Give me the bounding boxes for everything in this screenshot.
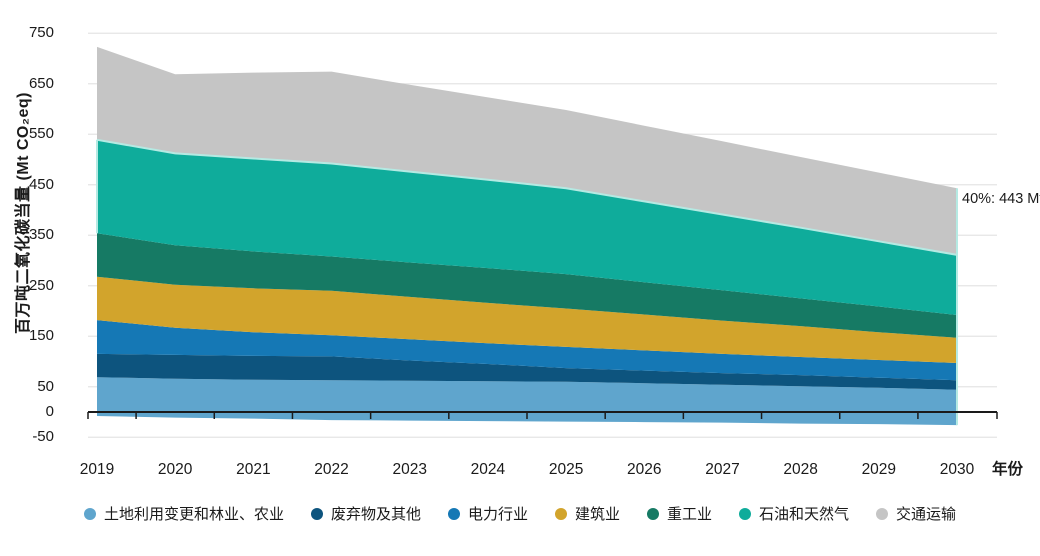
legend-swatch-icon xyxy=(83,507,96,520)
x-year-label: 2029 xyxy=(861,461,897,478)
legend-item-6: 石油和天然气 xyxy=(739,503,849,524)
y-tick-label: 650 xyxy=(28,74,54,92)
y-tick-label: 250 xyxy=(28,276,54,294)
area-2-series xyxy=(97,353,957,390)
legend-item-3: 电力行业 xyxy=(447,503,528,524)
legend-item-5: 重工业 xyxy=(647,503,712,524)
y-tick-label: -50 xyxy=(32,428,54,446)
x-year-label: 2023 xyxy=(392,461,427,478)
y-tick-label: 450 xyxy=(28,175,54,193)
x-year-label: 2025 xyxy=(548,461,584,478)
target-annotation: 40%: 443 Mt xyxy=(962,191,1040,207)
x-year-label: 2028 xyxy=(783,461,818,478)
x-axis-title: 年份 xyxy=(992,461,1024,478)
x-year-label: 2027 xyxy=(705,461,740,478)
x-year-label: 2020 xyxy=(157,461,193,478)
legend-item-2: 废弃物及其他 xyxy=(310,503,421,524)
area-4-series xyxy=(97,276,957,363)
legend-swatch-icon xyxy=(447,507,460,520)
legend-swatch-icon xyxy=(310,507,323,520)
legend-label: 建筑业 xyxy=(574,506,620,523)
legend-label: 石油和天然气 xyxy=(759,506,850,523)
x-year-label: 2026 xyxy=(627,461,662,478)
legend-label: 电力行业 xyxy=(467,506,528,523)
x-year-label: 2019 xyxy=(79,461,115,478)
x-year-label: 2024 xyxy=(470,461,506,478)
y-tick-label: 350 xyxy=(28,226,54,244)
legend-swatch-icon xyxy=(554,507,567,520)
x-year-label: 2022 xyxy=(314,461,349,478)
area-6-series xyxy=(97,139,957,315)
legend-swatch-icon xyxy=(739,507,752,520)
x-year-label: 2021 xyxy=(236,461,271,478)
legend-item-1: 土地利用变更和林业、农业 xyxy=(83,503,284,524)
y-tick-label: 550 xyxy=(28,125,54,143)
x-year-label: 2030 xyxy=(939,461,975,478)
legend-label: 废弃物及其他 xyxy=(330,506,421,523)
area-5-series xyxy=(97,233,957,338)
legend: 土地利用变更和林业、农业 废弃物及其他 电力行业 建筑业 重工业 石油和天然气 交通运输 xyxy=(0,503,1040,524)
highlight-oil-top-edge xyxy=(96,138,958,256)
area-7-series xyxy=(97,46,957,255)
y-tick-label: 750 xyxy=(28,24,54,42)
legend-item-4: 建筑业 xyxy=(554,503,620,524)
area-3-series xyxy=(97,320,957,381)
legend-item-7: 交通运输 xyxy=(876,503,956,524)
y-tick-label: 150 xyxy=(28,327,54,345)
legend-label: 交通运输 xyxy=(896,506,957,523)
legend-swatch-icon xyxy=(876,507,889,520)
legend-label: 重工业 xyxy=(667,506,713,523)
legend-swatch-icon xyxy=(647,507,659,520)
area-1-series xyxy=(97,377,957,426)
y-tick-label: 0 xyxy=(45,403,54,420)
legend-label: 土地利用变更和林业、农业 xyxy=(103,506,284,523)
y-tick-label: 50 xyxy=(37,377,54,395)
